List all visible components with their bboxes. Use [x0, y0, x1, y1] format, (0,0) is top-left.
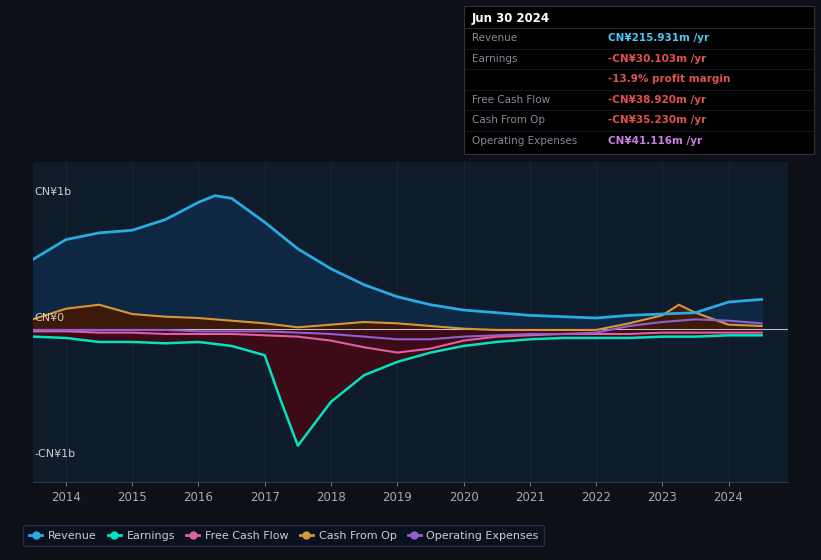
Text: Revenue: Revenue — [472, 33, 517, 43]
Text: Free Cash Flow: Free Cash Flow — [472, 95, 550, 105]
Text: CN¥41.116m /yr: CN¥41.116m /yr — [608, 136, 702, 146]
Text: -CN¥30.103m /yr: -CN¥30.103m /yr — [608, 54, 706, 64]
Text: Operating Expenses: Operating Expenses — [472, 136, 577, 146]
Text: Earnings: Earnings — [472, 54, 517, 64]
Text: CN¥0: CN¥0 — [34, 314, 64, 323]
Legend: Revenue, Earnings, Free Cash Flow, Cash From Op, Operating Expenses: Revenue, Earnings, Free Cash Flow, Cash … — [23, 525, 544, 546]
Text: -CN¥1b: -CN¥1b — [34, 449, 76, 459]
Text: -13.9% profit margin: -13.9% profit margin — [608, 74, 730, 85]
Text: -CN¥38.920m /yr: -CN¥38.920m /yr — [608, 95, 706, 105]
Text: -CN¥35.230m /yr: -CN¥35.230m /yr — [608, 115, 706, 125]
Text: Cash From Op: Cash From Op — [472, 115, 545, 125]
Text: CN¥1b: CN¥1b — [34, 188, 71, 197]
Text: Jun 30 2024: Jun 30 2024 — [472, 12, 550, 25]
Text: CN¥215.931m /yr: CN¥215.931m /yr — [608, 33, 709, 43]
